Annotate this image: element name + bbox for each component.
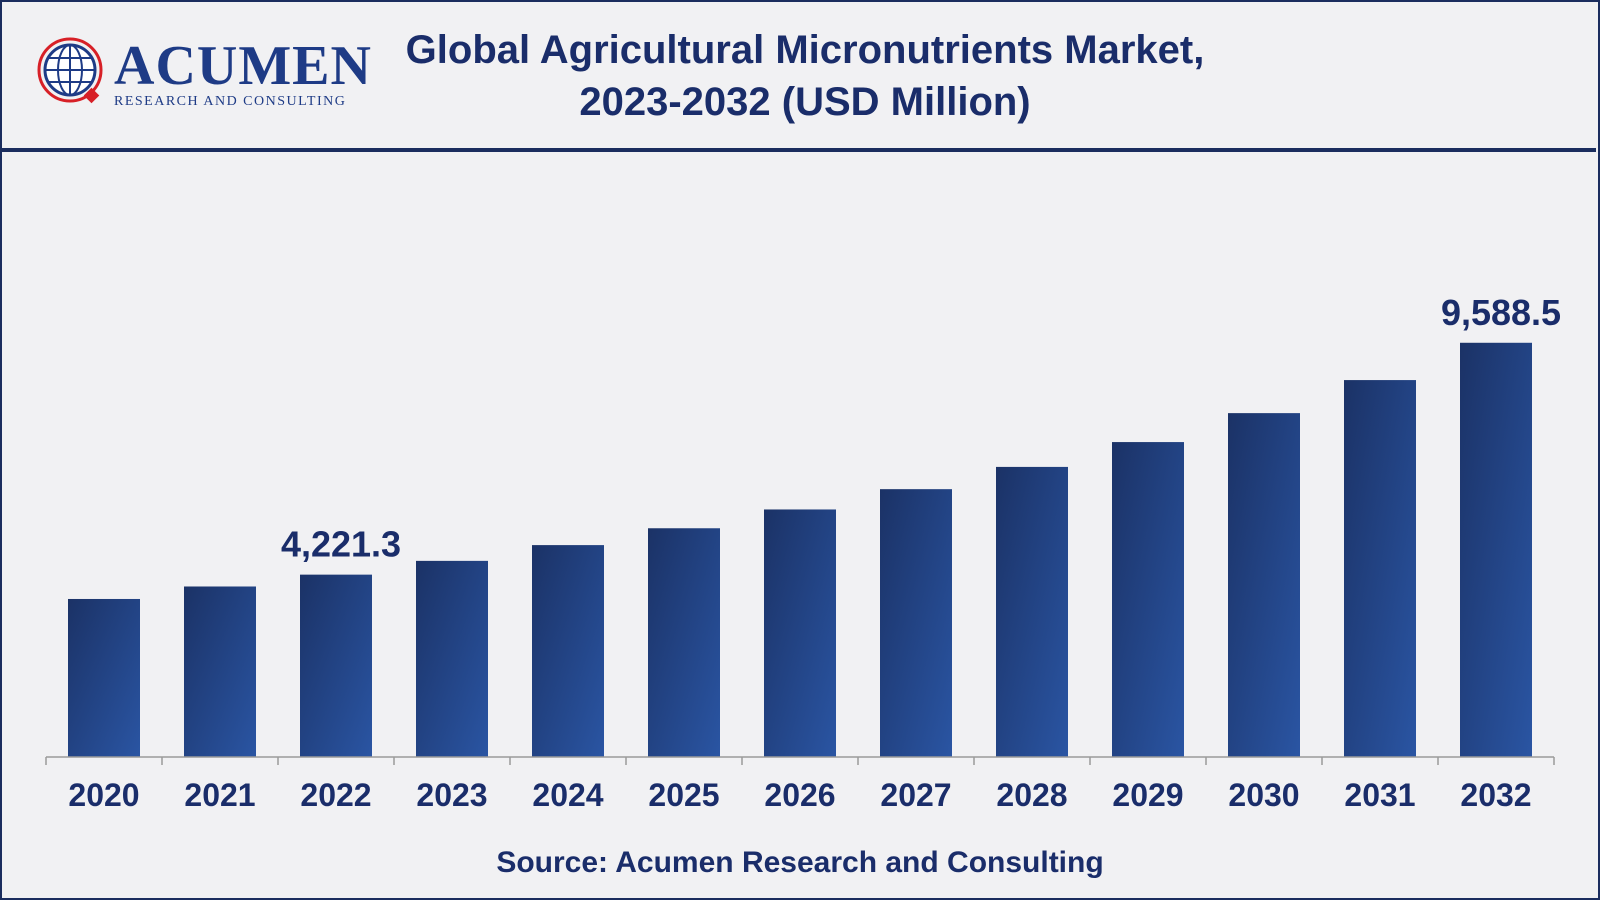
data-label-2022: 4,221.3	[281, 524, 401, 565]
bar-2021	[184, 586, 256, 757]
bar-2025	[648, 528, 720, 757]
bar-2030	[1228, 413, 1300, 757]
chart-title: Global Agricultural Micronutrients Marke…	[330, 24, 1280, 128]
x-tick-label-2025: 2025	[648, 777, 719, 813]
bar-2023	[416, 560, 488, 757]
bar-2024	[532, 545, 604, 757]
x-tick-label-2032: 2032	[1460, 777, 1531, 813]
x-tick-label-2022: 2022	[300, 777, 371, 813]
bar-2032	[1460, 342, 1532, 757]
bar-2027	[880, 489, 952, 757]
chart-title-line-2: 2023-2032 (USD Million)	[579, 80, 1031, 124]
bar-2026	[764, 509, 836, 757]
bar-2029	[1112, 442, 1184, 757]
x-tick-label-2030: 2030	[1228, 777, 1299, 813]
data-label-2032: 9,588.5	[1441, 292, 1561, 333]
bar-2028	[996, 466, 1068, 757]
chart-title-line-1: Global Agricultural Micronutrients Marke…	[405, 28, 1205, 72]
acumen-logo: ACUMEN RESEARCH AND CONSULTING	[30, 30, 371, 120]
globe-icon	[37, 37, 103, 104]
logo-subtitle: RESEARCH AND CONSULTING	[114, 94, 347, 109]
logo-wordmark: ACUMEN	[114, 35, 372, 97]
header: ACUMEN RESEARCH AND CONSULTING Global Ag…	[0, 0, 1596, 152]
x-tick-label-2028: 2028	[996, 777, 1067, 813]
x-tick-label-2027: 2027	[880, 777, 951, 813]
x-tick-label-2026: 2026	[764, 777, 835, 813]
source-note: Source: Acumen Research and Consulting	[496, 846, 1104, 879]
x-tick-label-2029: 2029	[1112, 777, 1183, 813]
x-tick-label-2024: 2024	[532, 777, 603, 813]
x-tick-label-2023: 2023	[416, 777, 487, 813]
x-tick-label-2031: 2031	[1344, 777, 1415, 813]
bar-2031	[1344, 380, 1416, 757]
x-tick-label-2021: 2021	[184, 777, 255, 813]
bar-2020	[68, 598, 140, 757]
bar-2022	[300, 574, 372, 757]
x-tick-label-2020: 2020	[68, 777, 139, 813]
